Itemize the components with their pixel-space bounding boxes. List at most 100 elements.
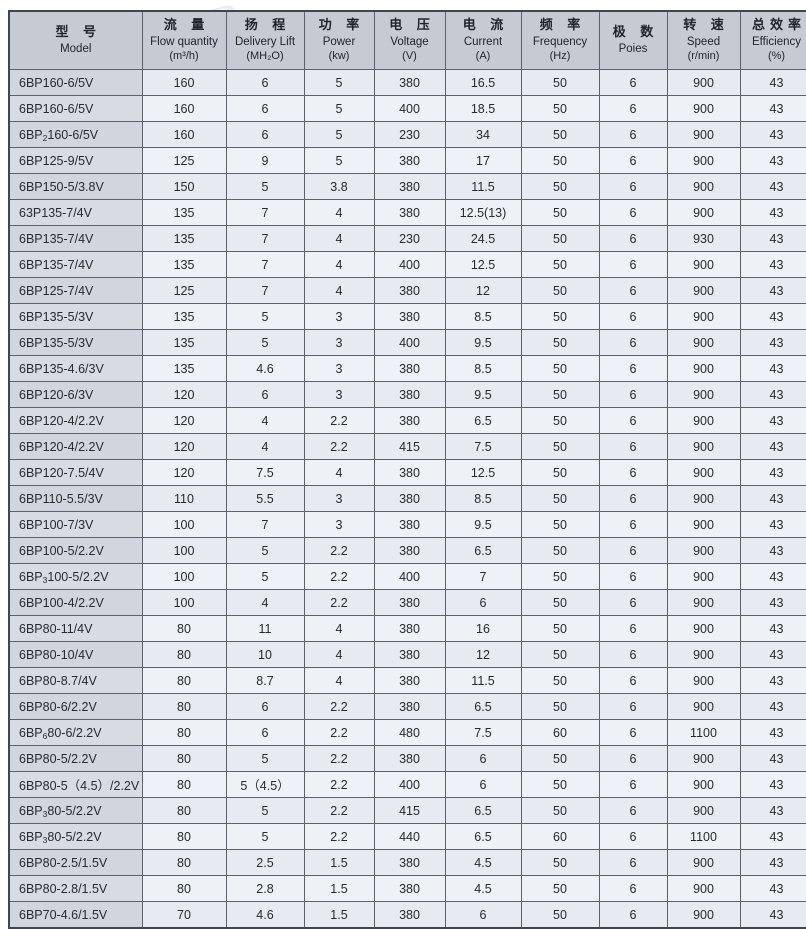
cell-model: 6BP80-11/4V: [9, 616, 142, 642]
cell-frequency: 50: [521, 356, 599, 382]
cell-lift: 5: [226, 304, 304, 330]
cell-lift: 6: [226, 382, 304, 408]
cell-poles: 6: [599, 200, 667, 226]
cell-current: 4.5: [445, 876, 521, 902]
cell-power: 2.2: [304, 564, 374, 590]
header-cn: 流 量: [145, 17, 224, 35]
cell-speed: 900: [667, 200, 740, 226]
cell-poles: 6: [599, 486, 667, 512]
cell-lift: 11: [226, 616, 304, 642]
cell-flow: 80: [142, 746, 226, 772]
cell-speed: 900: [667, 590, 740, 616]
cell-frequency: 50: [521, 512, 599, 538]
cell-voltage: 380: [374, 668, 445, 694]
cell-frequency: 50: [521, 538, 599, 564]
cell-voltage: 380: [374, 616, 445, 642]
cell-lift: 5.5: [226, 486, 304, 512]
cell-speed: 900: [667, 538, 740, 564]
cell-flow: 135: [142, 226, 226, 252]
cell-frequency: 60: [521, 720, 599, 746]
cell-lift: 6: [226, 96, 304, 122]
cell-flow: 120: [142, 460, 226, 486]
cell-current: 6: [445, 772, 521, 798]
cell-current: 12.5: [445, 252, 521, 278]
cell-power: 3: [304, 304, 374, 330]
cell-efficiency: 43: [740, 460, 806, 486]
cell-voltage: 380: [374, 850, 445, 876]
cell-model: 6BP125-7/4V: [9, 278, 142, 304]
cell-voltage: 380: [374, 486, 445, 512]
cell-flow: 100: [142, 564, 226, 590]
cell-power: 3: [304, 512, 374, 538]
cell-efficiency: 43: [740, 564, 806, 590]
header-en: Flow quantity: [145, 35, 224, 50]
cell-frequency: 50: [521, 252, 599, 278]
cell-poles: 6: [599, 252, 667, 278]
cell-efficiency: 43: [740, 824, 806, 850]
header-en: Current: [448, 35, 519, 50]
cell-power: 3: [304, 486, 374, 512]
model-subscript: 3: [43, 809, 48, 819]
cell-speed: 900: [667, 356, 740, 382]
cell-efficiency: 43: [740, 252, 806, 278]
header-cn: 转 速: [670, 17, 738, 35]
cell-efficiency: 43: [740, 226, 806, 252]
header-cn: 极 数: [602, 24, 665, 42]
cell-flow: 160: [142, 70, 226, 96]
cell-efficiency: 43: [740, 122, 806, 148]
cell-poles: 6: [599, 876, 667, 902]
cell-voltage: 415: [374, 798, 445, 824]
cell-power: 1.5: [304, 850, 374, 876]
cell-speed: 900: [667, 902, 740, 929]
header-cn: 扬 程: [229, 17, 302, 35]
cell-current: 6.5: [445, 798, 521, 824]
cell-voltage: 380: [374, 278, 445, 304]
cell-frequency: 50: [521, 590, 599, 616]
cell-power: 2.2: [304, 590, 374, 616]
header-cn: 型 号: [12, 24, 140, 42]
cell-efficiency: 43: [740, 70, 806, 96]
cell-speed: 1100: [667, 720, 740, 746]
cell-speed: 900: [667, 278, 740, 304]
table-body: 6BP160-6/5V1606538016.5506900431236BP160…: [9, 70, 806, 929]
cell-power: 2.2: [304, 694, 374, 720]
cell-power: 4: [304, 642, 374, 668]
header-cn: 电 流: [448, 17, 519, 35]
cell-model: 6BP70-4.6/1.5V: [9, 902, 142, 929]
cell-speed: 900: [667, 148, 740, 174]
cell-poles: 6: [599, 798, 667, 824]
cell-model: 6BP100-5/2.2V: [9, 538, 142, 564]
cell-voltage: 400: [374, 330, 445, 356]
cell-power: 1.5: [304, 902, 374, 929]
cell-frequency: 50: [521, 642, 599, 668]
cell-poles: 6: [599, 850, 667, 876]
cell-frequency: 50: [521, 200, 599, 226]
cell-flow: 80: [142, 876, 226, 902]
cell-current: 6: [445, 590, 521, 616]
cell-speed: 900: [667, 850, 740, 876]
cell-voltage: 380: [374, 746, 445, 772]
cell-efficiency: 43: [740, 720, 806, 746]
cell-model: 6BP135-7/4V: [9, 226, 142, 252]
cell-poles: 6: [599, 382, 667, 408]
cell-frequency: 50: [521, 460, 599, 486]
cell-poles: 6: [599, 902, 667, 929]
cell-power: 2.2: [304, 720, 374, 746]
cell-power: 5: [304, 70, 374, 96]
cell-voltage: 380: [374, 408, 445, 434]
cell-lift: 7: [226, 252, 304, 278]
cell-flow: 135: [142, 252, 226, 278]
cell-poles: 6: [599, 668, 667, 694]
